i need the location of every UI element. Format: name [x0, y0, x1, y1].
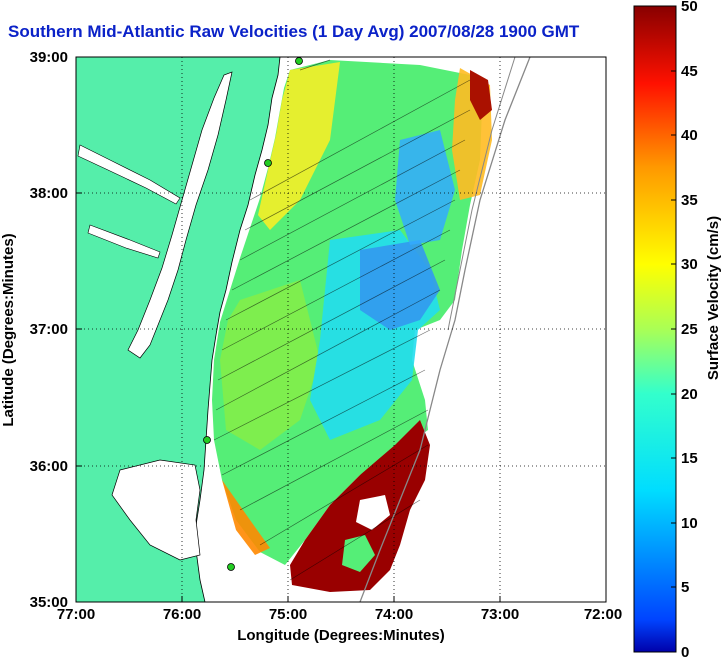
- colorbar-tick-label: 20: [681, 386, 698, 403]
- x-axis-label: Longitude (Degrees:Minutes): [237, 627, 445, 644]
- x-tick-label: 74:00: [375, 606, 413, 623]
- colorbar-tick-label: 50: [681, 0, 698, 15]
- radar-site-marker: [228, 564, 235, 571]
- radar-site-marker: [296, 58, 303, 65]
- colorbar-tick-label: 40: [681, 127, 698, 144]
- x-tick-label: 73:00: [481, 606, 519, 623]
- colorbar-tick-label: 15: [681, 450, 698, 467]
- map-figure: 77:00 76:00 75:00 74:00 73:00 72:00 39:0…: [0, 0, 724, 659]
- y-tick-label: 35:00: [30, 594, 68, 611]
- x-tick-label: 76:00: [163, 606, 201, 623]
- colorbar-tick-label: 45: [681, 63, 698, 80]
- colorbar-tick-label: 0: [681, 644, 689, 659]
- colorbar-tick-label: 35: [681, 192, 698, 209]
- radar-site-marker: [265, 160, 272, 167]
- y-tick-label: 39:00: [30, 49, 68, 66]
- y-tick-label: 37:00: [30, 321, 68, 338]
- y-axis-label: Latitude (Degrees:Minutes): [0, 233, 17, 426]
- y-tick-label: 38:00: [30, 185, 68, 202]
- colorbar-tick-label: 30: [681, 256, 698, 273]
- colorbar-tick-label: 25: [681, 321, 698, 338]
- x-tick-label: 75:00: [269, 606, 307, 623]
- colorbar: [634, 6, 676, 652]
- colorbar-label: Surface Velocity (cm/s): [705, 216, 722, 380]
- colorbar-tick-label: 10: [681, 515, 698, 532]
- y-tick-label: 36:00: [30, 458, 68, 475]
- colorbar-tick-label: 5: [681, 579, 689, 596]
- x-tick-label: 72:00: [584, 606, 622, 623]
- radar-site-marker: [204, 437, 211, 444]
